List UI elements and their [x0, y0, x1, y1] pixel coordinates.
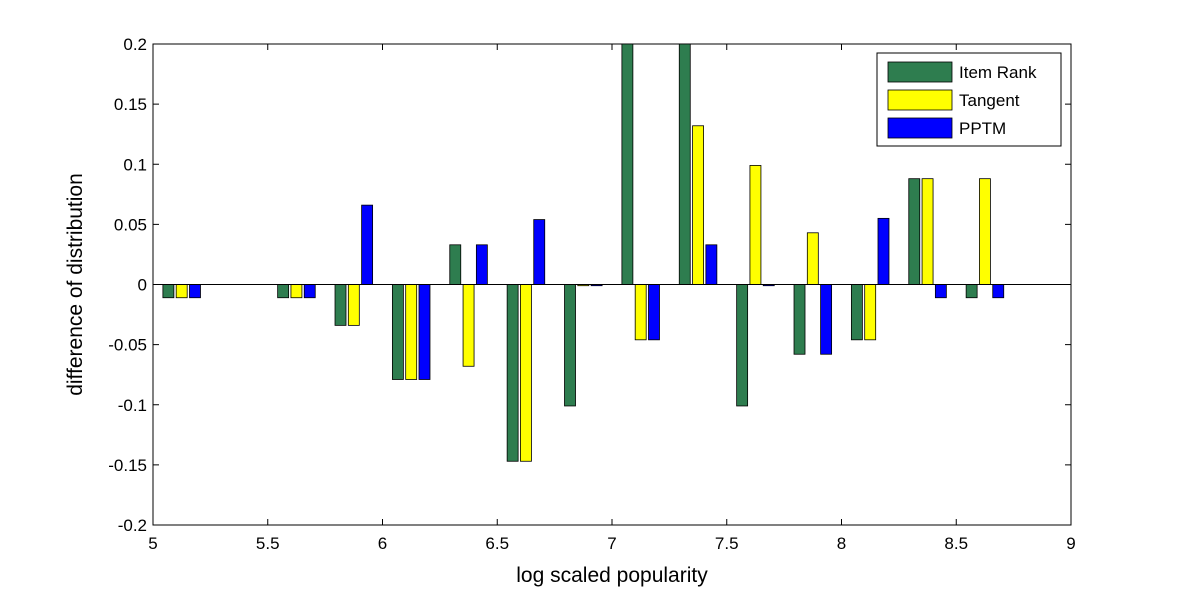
- bar-pptm-3: [418, 284, 431, 380]
- legend-label: Item Rank: [959, 63, 1037, 82]
- x-tick-label: 8: [837, 534, 846, 553]
- y-axis-ticks: 0.2 0.15 0.1 0.05 0 -0.05 -0.1 -0.15 -0.2: [108, 35, 1071, 535]
- y-tick-label: -0.15: [108, 456, 147, 475]
- y-tick-label: 0.2: [123, 35, 147, 54]
- bar-tangent-13: [979, 178, 991, 285]
- bar-pptm-11: [877, 217, 890, 285]
- legend: Item Rank Tangent PPTM: [876, 52, 1062, 147]
- bar-pptm-0: [189, 284, 201, 299]
- bars-group: [162, 43, 1005, 462]
- y-tick-label: -0.05: [108, 336, 147, 355]
- bar-tangent-3: [405, 284, 418, 380]
- y-axis-label: difference of distribution: [64, 173, 87, 396]
- bar-pptm-4: [475, 244, 488, 285]
- bar-item-rank-3: [391, 284, 404, 380]
- bar-tangent-12: [921, 178, 934, 285]
- bar-pptm-10: [820, 284, 833, 355]
- bar-tangent-7: [634, 284, 647, 341]
- x-axis-ticks: 5 5.5 6 6.5 7 7.5 8 8.5 9: [148, 44, 1076, 553]
- y-tick-label: 0.1: [123, 155, 147, 174]
- bar-item-rank-5: [506, 284, 519, 462]
- bar-tangent-5: [520, 284, 532, 462]
- x-tick-label: 9: [1066, 534, 1075, 553]
- bar-item-rank-4: [449, 244, 462, 285]
- x-tick-label: 6.5: [485, 534, 509, 553]
- bar-item-rank-6: [564, 284, 576, 407]
- bar-tangent-8: [692, 125, 704, 285]
- bar-tangent-10: [806, 232, 819, 285]
- bar-tangent-1: [290, 284, 303, 299]
- bar-tangent-0: [175, 284, 188, 299]
- x-tick-label: 8.5: [944, 534, 968, 553]
- bar-item-rank-9: [736, 284, 749, 407]
- legend-swatch: [887, 61, 953, 83]
- y-tick-label: -0.2: [118, 516, 147, 535]
- y-tick-label: 0.05: [114, 215, 147, 234]
- bar-pptm-1: [303, 284, 316, 299]
- bar-item-rank-7: [621, 43, 634, 285]
- bar-item-rank-1: [277, 284, 290, 299]
- bar-pptm-2: [361, 204, 374, 285]
- bar-item-rank-10: [793, 284, 806, 355]
- x-axis-label: log scaled popularity: [516, 564, 708, 587]
- x-tick-label: 6: [378, 534, 387, 553]
- y-tick-label: 0: [138, 276, 147, 295]
- x-tick-label: 7.5: [715, 534, 739, 553]
- legend-swatch: [887, 117, 953, 139]
- bar-tangent-11: [864, 284, 877, 341]
- legend-label: Tangent: [959, 91, 1020, 110]
- bar-item-rank-2: [334, 284, 347, 326]
- bar-pptm-12: [934, 284, 947, 299]
- bar-pptm-8: [705, 244, 718, 285]
- bar-item-rank-0: [162, 284, 175, 299]
- x-tick-label: 5: [148, 534, 157, 553]
- x-tick-label: 5.5: [256, 534, 280, 553]
- bar-item-rank-11: [850, 284, 863, 341]
- bar-item-rank-8: [678, 43, 691, 285]
- bar-tangent-2: [347, 284, 360, 326]
- y-tick-label: -0.1: [118, 396, 147, 415]
- bar-pptm-7: [648, 284, 660, 341]
- bar-tangent-9: [749, 165, 762, 285]
- legend-swatch: [887, 89, 953, 111]
- bar-pptm-13: [992, 284, 1005, 299]
- y-tick-label: 0.15: [114, 95, 147, 114]
- bar-tangent-4: [462, 284, 475, 367]
- legend-label: PPTM: [959, 119, 1006, 138]
- bar-item-rank-12: [908, 178, 921, 285]
- bar-item-rank-13: [965, 284, 978, 299]
- x-tick-label: 7: [607, 534, 616, 553]
- bar-pptm-5: [533, 219, 546, 285]
